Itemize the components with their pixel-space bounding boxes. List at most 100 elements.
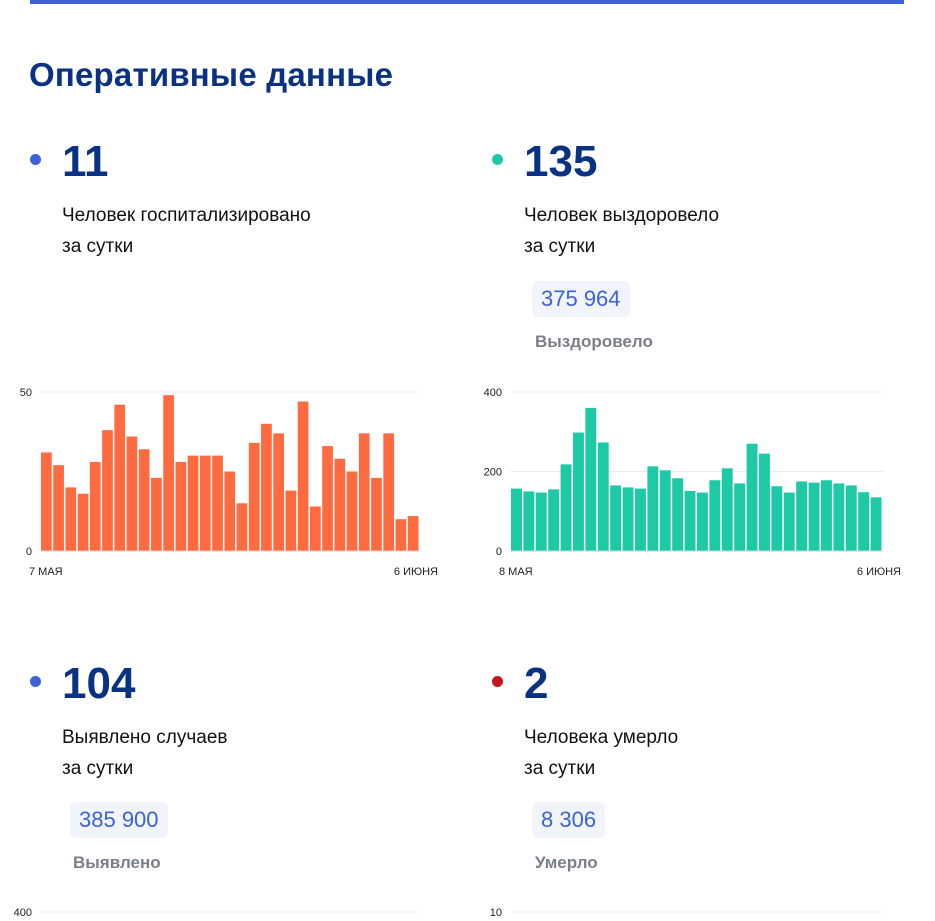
- bar: [746, 443, 758, 551]
- y-tick-label: 0: [26, 546, 32, 558]
- bar: [65, 487, 77, 551]
- bar: [659, 470, 671, 551]
- recovered-total-chip: 375 964: [532, 281, 630, 317]
- bar: [610, 485, 622, 551]
- bar: [371, 477, 382, 551]
- bar: [248, 442, 260, 551]
- bar: [114, 404, 126, 551]
- bar: [870, 497, 882, 551]
- stat-label: Человек госпитализировано за сутки: [62, 200, 402, 262]
- blue-dot-icon: [30, 154, 41, 165]
- stat-label-line1: Человека умерло: [524, 727, 679, 748]
- bar: [77, 493, 89, 551]
- stat-label-line2: за сутки: [62, 236, 134, 257]
- bar: [236, 503, 248, 551]
- bar: [845, 485, 857, 551]
- bar: [511, 488, 522, 551]
- bar: [721, 468, 733, 551]
- bar: [734, 483, 746, 551]
- bar: [684, 490, 696, 551]
- bar: [346, 471, 358, 551]
- bar: [395, 519, 407, 551]
- dead-total-chip: 8 306: [532, 802, 606, 838]
- y-tick-label: 0: [496, 546, 502, 558]
- bar: [560, 464, 572, 551]
- stat-value: 11: [62, 137, 109, 186]
- page-title: Оперативные данные: [29, 56, 394, 93]
- y-tick-label: 200: [484, 467, 502, 479]
- stat-label-line2: за сутки: [524, 758, 596, 779]
- bar: [821, 480, 832, 551]
- red-dot-icon: [492, 676, 503, 687]
- stat-label: Выявлено случаев за сутки: [62, 722, 402, 784]
- bar: [709, 480, 721, 551]
- bar: [585, 407, 597, 551]
- bar: [126, 436, 138, 551]
- recovered-bar-chart: 400 200 0 8 МАЯ 6 ИЮНЯ: [484, 387, 901, 578]
- stat-label-line1: Выявлено случаев: [62, 727, 228, 748]
- teal-dot-icon: [492, 154, 503, 165]
- bar: [41, 452, 52, 551]
- top-accent-rule: [30, 0, 904, 4]
- bar: [858, 492, 870, 551]
- bar: [783, 492, 795, 551]
- bar: [833, 483, 845, 551]
- deaths-bar-chart: 10: [490, 907, 883, 919]
- bar: [273, 433, 285, 551]
- bar: [199, 455, 211, 551]
- stat-value: 135: [524, 137, 598, 186]
- bar: [334, 458, 346, 551]
- bar: [285, 490, 297, 551]
- cases-total-chip: 385 900: [70, 802, 168, 838]
- stat-label-line2: за сутки: [524, 236, 596, 257]
- hospitalized-bar-chart: 50 0 7 МАЯ 6 ИЮНЯ: [20, 387, 438, 578]
- bar: [102, 430, 113, 551]
- dead-total-caption: Умерло: [535, 853, 598, 872]
- x-tick-label: 6 ИЮНЯ: [394, 566, 438, 578]
- y-tick-label: 50: [20, 387, 32, 399]
- bar: [697, 492, 708, 551]
- bar: [535, 492, 547, 551]
- bar: [322, 446, 333, 551]
- bar: [597, 442, 609, 551]
- bar: [523, 491, 535, 551]
- stat-label-line2: за сутки: [62, 758, 134, 779]
- bar: [309, 506, 321, 551]
- recovered-total-caption: Выздоровело: [535, 332, 653, 351]
- bar: [212, 455, 223, 551]
- bar: [672, 478, 684, 551]
- bar: [622, 487, 634, 551]
- bar: [151, 477, 162, 551]
- bar: [163, 395, 174, 551]
- bar: [358, 433, 370, 551]
- bar: [796, 481, 808, 551]
- bar: [548, 489, 560, 551]
- x-tick-label: 6 ИЮНЯ: [857, 566, 901, 578]
- bar: [297, 401, 309, 551]
- stat-label-line1: Человек выздоровело: [524, 205, 720, 226]
- stat-label: Человека умерло за сутки: [524, 722, 864, 784]
- bar: [808, 482, 820, 551]
- y-tick-label: 400: [14, 907, 32, 919]
- bar: [647, 466, 659, 551]
- bar: [759, 453, 770, 551]
- bar: [138, 449, 150, 551]
- cases-total-caption: Выявлено: [73, 853, 161, 872]
- bar: [53, 465, 64, 551]
- bar: [771, 486, 783, 551]
- x-tick-label: 8 МАЯ: [499, 566, 533, 578]
- cases-bar-chart: 400: [14, 907, 420, 919]
- stat-label: Человек выздоровело за сутки: [524, 200, 864, 262]
- bar: [573, 432, 584, 551]
- bar: [224, 471, 236, 551]
- blue-dot-icon: [30, 676, 41, 687]
- stat-value: 104: [62, 659, 136, 708]
- stat-value: 2: [524, 659, 549, 708]
- bar: [383, 433, 395, 551]
- bar: [89, 461, 101, 551]
- y-tick-label: 10: [490, 907, 502, 919]
- stat-label-line1: Человек госпитализировано: [62, 205, 311, 226]
- bar: [635, 488, 646, 551]
- x-tick-label: 7 МАЯ: [29, 566, 63, 578]
- bar: [261, 423, 272, 551]
